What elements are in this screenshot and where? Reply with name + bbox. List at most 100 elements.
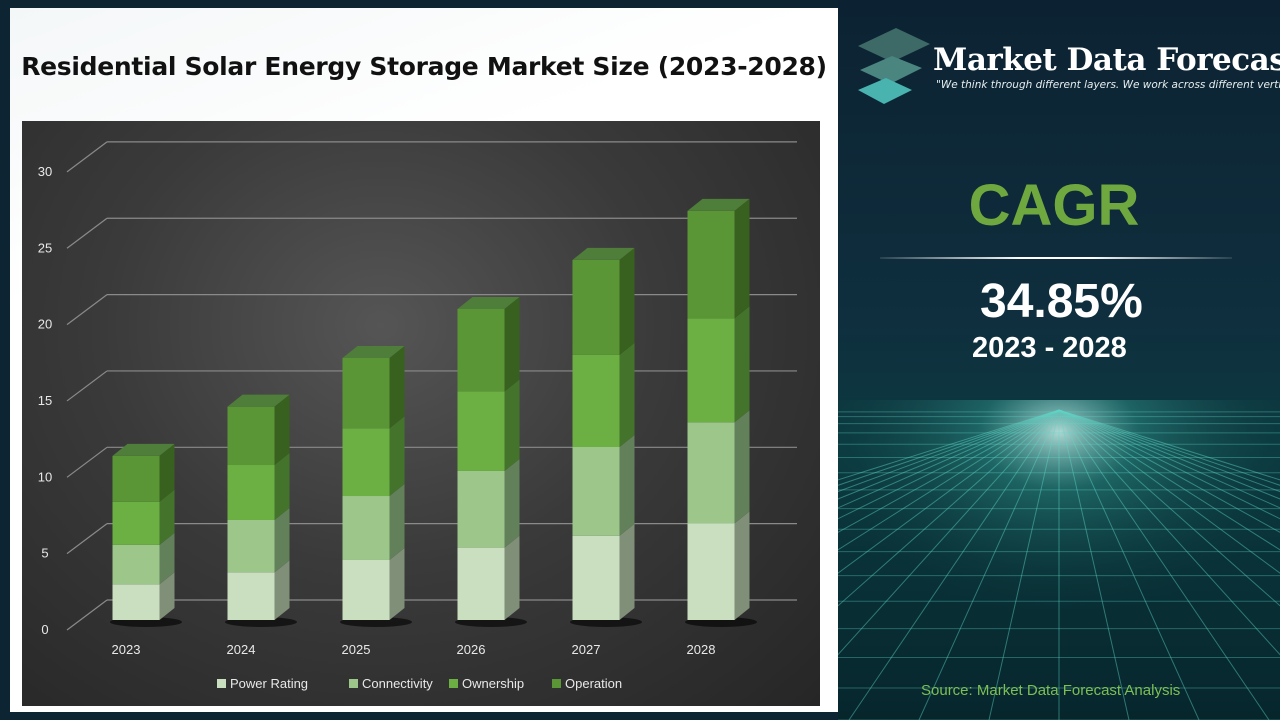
grid-line [1058, 409, 1280, 551]
bar-side-power-rating [389, 547, 405, 620]
bar-top [342, 345, 405, 358]
x-tick-label: 2026 [457, 642, 486, 657]
grid-line [1058, 409, 1280, 533]
grid-line [838, 409, 1060, 520]
grid-line [918, 409, 1060, 720]
bar-side-operation [159, 443, 175, 502]
grid-line [1058, 409, 1280, 574]
grid-line [838, 409, 1060, 500]
y-tick-label: 0 [41, 622, 48, 637]
bar-side-ownership [504, 379, 520, 471]
chart-title: Residential Solar Energy Storage Market … [21, 52, 827, 81]
bar-side-operation [504, 296, 520, 392]
bar-top [687, 198, 750, 211]
bar-side-connectivity [504, 458, 520, 548]
divider [880, 257, 1232, 259]
grid-line [1058, 409, 1280, 493]
legend-label: Connectivity [362, 676, 433, 691]
grid-line [838, 409, 1060, 533]
bar-segment-operation [687, 210, 735, 319]
bar-segment-ownership [227, 465, 275, 520]
gridline-diagonal [66, 294, 108, 326]
info-panel: Market Data Forecast "We think through d… [838, 0, 1280, 720]
layers-logo-icon [858, 28, 930, 104]
legend-label: Operation [565, 676, 622, 691]
legend-swatch [552, 679, 561, 688]
grid-line [838, 409, 1060, 481]
grid-line [1058, 409, 1280, 656]
gridline-diagonal [66, 370, 108, 402]
perspective-grid-background [838, 400, 1280, 720]
bar-side-ownership [389, 416, 405, 497]
bar-side-operation [734, 198, 750, 319]
legend-swatch [349, 679, 358, 688]
bar-side-operation [274, 394, 290, 466]
grid-line [1058, 409, 1130, 720]
grid-line [1058, 409, 1200, 720]
gridline-diagonal [66, 446, 108, 478]
source-note: Source: Market Data Forecast Analysis [921, 682, 1181, 699]
grid-line [1058, 409, 1280, 500]
bar-side-connectivity [159, 532, 175, 585]
bar-top [457, 296, 520, 309]
brand-tagline: "We think through different layers. We w… [936, 79, 1280, 91]
bar-side-power-rating [619, 523, 635, 620]
bar-segment-connectivity [227, 519, 275, 573]
bar-side-ownership [274, 453, 290, 520]
y-tick-label: 10 [38, 469, 52, 484]
cagr-label: CAGR [968, 173, 1140, 238]
bar-segment-operation [342, 357, 390, 429]
bar-segment-connectivity [687, 422, 735, 524]
bar-segment-connectivity [572, 446, 620, 536]
grid-line [1058, 409, 1280, 607]
bar-side-ownership [159, 489, 175, 545]
x-tick-label: 2028 [687, 642, 716, 657]
bar-side-ownership [619, 342, 635, 447]
bar-segment-operation [572, 259, 620, 355]
grid-line [1058, 409, 1280, 520]
y-tick-label: 5 [41, 546, 48, 561]
bar-segment-ownership [112, 501, 160, 545]
y-tick-label: 20 [38, 317, 52, 332]
grid-line [848, 409, 1060, 720]
bar-segment-power-rating [227, 572, 275, 620]
bar-segment-connectivity [342, 496, 390, 560]
x-tick-label: 2027 [572, 642, 601, 657]
grid-line [988, 409, 1060, 720]
x-tick-label: 2024 [227, 642, 256, 657]
x-tick-label: 2023 [112, 642, 141, 657]
bar-side-ownership [734, 306, 750, 423]
grid-line [838, 409, 1060, 551]
y-tick-label: 25 [38, 240, 52, 255]
bar-side-power-rating [734, 511, 750, 620]
bar-segment-connectivity [457, 470, 505, 548]
chart-area: 0 5 10 15 20 25 30 2023 2024 2025 2026 2027 2028 Powe… [22, 121, 820, 706]
grid-line [1058, 409, 1280, 486]
bar-top [227, 394, 290, 407]
grid-line [838, 409, 1060, 509]
cagr-value: 34.85% [980, 275, 1143, 328]
bar-side-power-rating [504, 535, 520, 620]
bar-segment-ownership [687, 318, 735, 423]
bar-segment-power-rating [572, 535, 620, 620]
y-tick-label: 30 [38, 164, 52, 179]
gridline-diagonal [66, 599, 108, 631]
y-tick-label: 15 [38, 393, 52, 408]
horizon-glow [838, 400, 1280, 720]
bar-segment-power-rating [457, 547, 505, 620]
gridline-diagonal [66, 523, 108, 555]
bar-segment-ownership [572, 354, 620, 447]
legend-swatch [217, 679, 226, 688]
legend-label: Ownership [462, 676, 524, 691]
grid-line [838, 409, 1060, 656]
grid-line [838, 409, 1060, 574]
bar-segment-operation [457, 308, 505, 392]
bar-top [112, 443, 175, 456]
bar-side-operation [389, 345, 405, 429]
bar-segment-operation [227, 406, 275, 466]
bar-side-power-rating [159, 572, 175, 620]
bar-side-connectivity [734, 410, 750, 524]
bar-side-operation [619, 247, 635, 355]
bar-segment-power-rating [687, 523, 735, 620]
